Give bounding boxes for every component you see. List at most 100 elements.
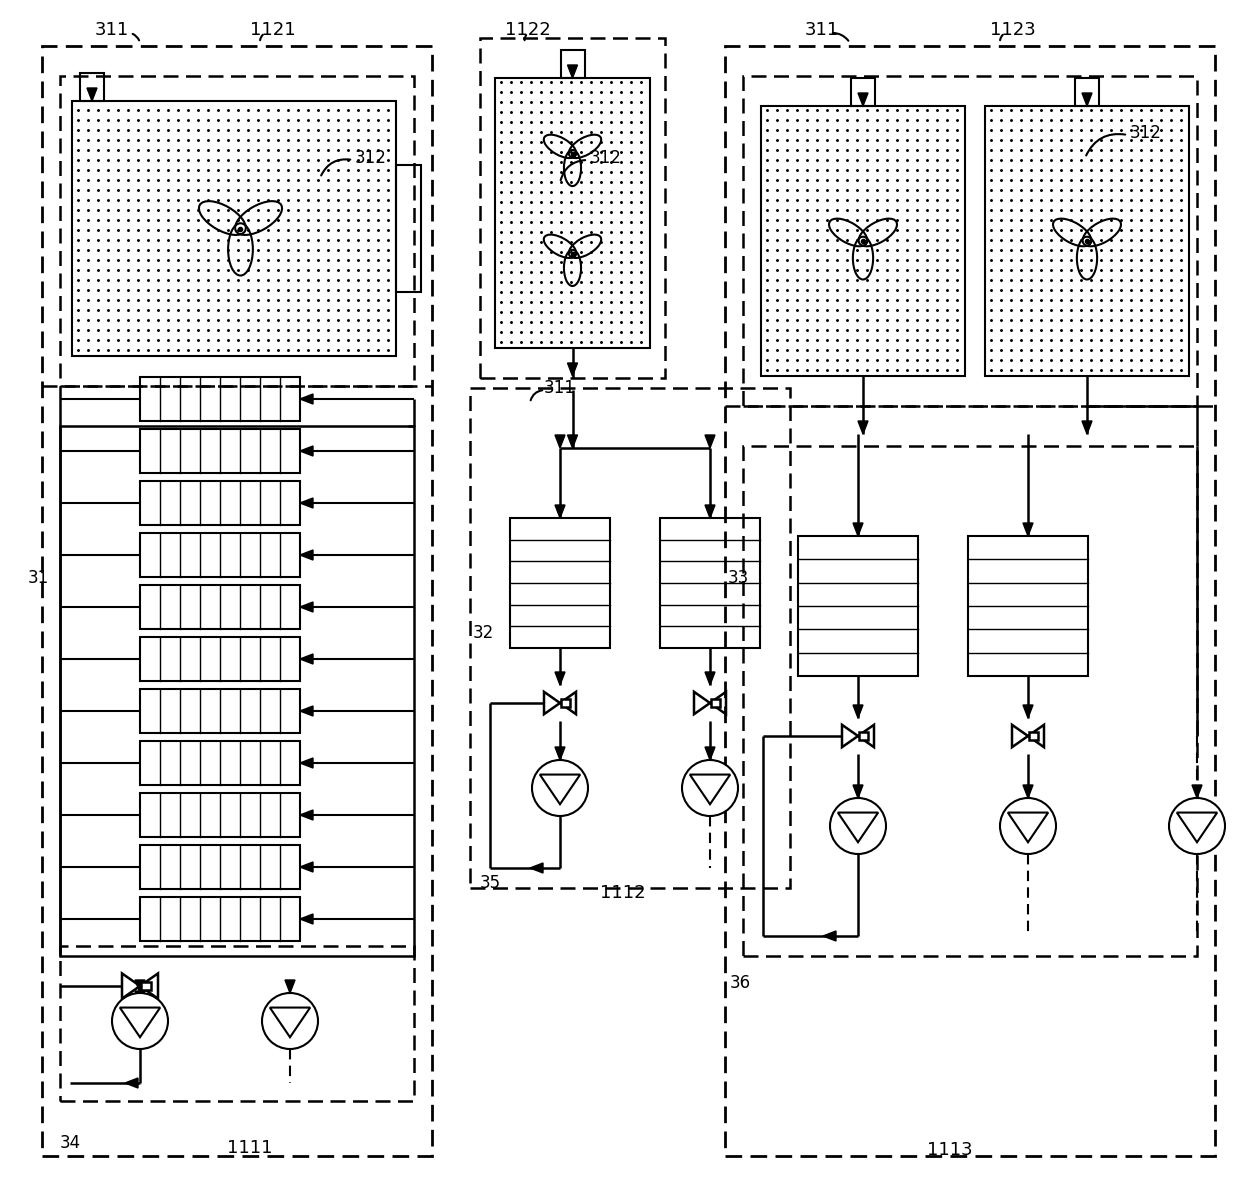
Text: 32: 32 bbox=[472, 624, 495, 642]
Bar bbox=[743, 75, 1197, 406]
Text: 312: 312 bbox=[590, 149, 622, 167]
Bar bbox=[985, 105, 1189, 376]
Polygon shape bbox=[300, 810, 312, 819]
Polygon shape bbox=[300, 498, 312, 508]
Polygon shape bbox=[823, 931, 836, 940]
Bar bbox=[60, 75, 414, 386]
Bar bbox=[140, 637, 300, 680]
Text: 1113: 1113 bbox=[928, 1140, 973, 1158]
Polygon shape bbox=[706, 435, 715, 448]
Polygon shape bbox=[556, 506, 565, 518]
Polygon shape bbox=[1023, 524, 1033, 536]
Bar bbox=[859, 732, 868, 739]
Polygon shape bbox=[300, 603, 312, 612]
Polygon shape bbox=[300, 863, 312, 872]
Polygon shape bbox=[853, 785, 863, 798]
Bar bbox=[42, 46, 432, 1156]
Bar bbox=[560, 50, 584, 78]
Text: 311: 311 bbox=[544, 379, 575, 397]
Bar bbox=[140, 793, 300, 837]
Circle shape bbox=[830, 798, 887, 854]
Bar bbox=[799, 536, 918, 676]
Bar bbox=[140, 689, 300, 733]
Bar bbox=[81, 73, 104, 101]
Text: 312: 312 bbox=[355, 149, 387, 167]
Bar bbox=[660, 518, 760, 648]
Bar bbox=[761, 105, 965, 376]
Text: 1121: 1121 bbox=[250, 22, 295, 40]
Circle shape bbox=[1169, 798, 1225, 854]
Bar bbox=[560, 700, 569, 707]
Bar bbox=[725, 46, 1215, 1156]
Polygon shape bbox=[858, 93, 868, 105]
Bar bbox=[968, 536, 1087, 676]
Text: 1111: 1111 bbox=[227, 1139, 273, 1157]
Polygon shape bbox=[556, 435, 565, 448]
Text: 312: 312 bbox=[1130, 125, 1162, 143]
Bar bbox=[743, 446, 1197, 956]
Polygon shape bbox=[1023, 704, 1033, 718]
Bar bbox=[140, 429, 300, 473]
Polygon shape bbox=[300, 394, 312, 404]
Circle shape bbox=[532, 760, 588, 816]
Bar bbox=[141, 982, 151, 990]
Polygon shape bbox=[568, 435, 578, 448]
Text: 1112: 1112 bbox=[600, 884, 646, 902]
Text: 311: 311 bbox=[805, 22, 839, 40]
Bar bbox=[140, 585, 300, 629]
Text: 1123: 1123 bbox=[990, 22, 1035, 40]
Text: 35: 35 bbox=[480, 875, 501, 893]
Polygon shape bbox=[853, 704, 863, 718]
Polygon shape bbox=[568, 65, 578, 78]
Text: 1122: 1122 bbox=[505, 22, 551, 40]
Circle shape bbox=[262, 993, 317, 1049]
Polygon shape bbox=[300, 654, 312, 664]
Polygon shape bbox=[706, 672, 715, 685]
Polygon shape bbox=[556, 672, 565, 685]
Bar bbox=[711, 700, 719, 707]
Polygon shape bbox=[87, 87, 97, 101]
Bar bbox=[60, 426, 414, 956]
Bar bbox=[495, 78, 650, 347]
Bar bbox=[1029, 732, 1038, 739]
Polygon shape bbox=[300, 706, 312, 716]
Polygon shape bbox=[858, 420, 868, 434]
Polygon shape bbox=[125, 1078, 138, 1088]
Bar bbox=[140, 533, 300, 577]
Bar bbox=[140, 742, 300, 785]
Polygon shape bbox=[1192, 785, 1202, 798]
Polygon shape bbox=[285, 980, 295, 993]
Text: 33: 33 bbox=[728, 569, 749, 587]
Bar bbox=[510, 518, 610, 648]
Bar bbox=[140, 482, 300, 525]
Circle shape bbox=[999, 798, 1056, 854]
Bar bbox=[140, 897, 300, 940]
Polygon shape bbox=[568, 363, 578, 376]
Polygon shape bbox=[706, 748, 715, 760]
Polygon shape bbox=[135, 980, 145, 993]
Text: 31: 31 bbox=[29, 569, 50, 587]
Polygon shape bbox=[1083, 420, 1092, 434]
Circle shape bbox=[682, 760, 738, 816]
Bar bbox=[396, 165, 422, 292]
Bar bbox=[140, 377, 300, 420]
Polygon shape bbox=[529, 863, 543, 873]
Polygon shape bbox=[853, 524, 863, 536]
Bar bbox=[480, 38, 665, 379]
Polygon shape bbox=[1023, 785, 1033, 798]
Polygon shape bbox=[300, 758, 312, 768]
Polygon shape bbox=[300, 914, 312, 924]
Polygon shape bbox=[300, 446, 312, 456]
Text: 36: 36 bbox=[730, 974, 751, 992]
Bar bbox=[140, 845, 300, 889]
Circle shape bbox=[112, 993, 167, 1049]
Polygon shape bbox=[135, 991, 145, 1004]
Text: 311: 311 bbox=[95, 22, 129, 40]
Polygon shape bbox=[706, 506, 715, 518]
Bar bbox=[470, 388, 790, 888]
Bar bbox=[60, 946, 414, 1101]
Bar bbox=[72, 101, 396, 356]
Text: 34: 34 bbox=[60, 1135, 81, 1152]
Polygon shape bbox=[300, 550, 312, 559]
Polygon shape bbox=[556, 748, 565, 760]
